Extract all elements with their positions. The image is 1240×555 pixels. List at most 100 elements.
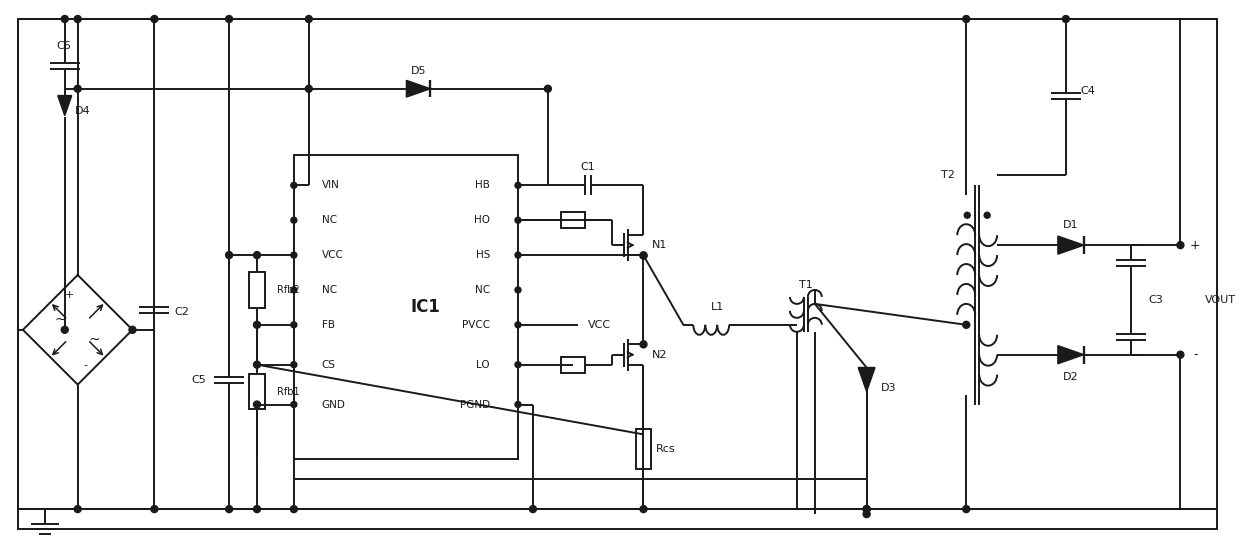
Circle shape bbox=[253, 361, 260, 368]
Circle shape bbox=[1177, 241, 1184, 249]
Bar bbox=[560, 212, 585, 228]
Bar bbox=[249, 272, 265, 308]
Text: ~: ~ bbox=[55, 313, 67, 327]
Polygon shape bbox=[1058, 346, 1084, 364]
Circle shape bbox=[253, 506, 260, 513]
Circle shape bbox=[291, 362, 296, 367]
Text: PGND: PGND bbox=[460, 400, 490, 410]
Circle shape bbox=[291, 287, 296, 293]
Text: Rfb2: Rfb2 bbox=[277, 285, 300, 295]
Text: C6: C6 bbox=[56, 41, 71, 51]
Text: C5: C5 bbox=[192, 375, 207, 385]
Circle shape bbox=[640, 506, 647, 513]
Circle shape bbox=[129, 326, 136, 334]
Text: NC: NC bbox=[475, 285, 490, 295]
Text: D2: D2 bbox=[1063, 372, 1079, 382]
Circle shape bbox=[74, 16, 81, 23]
Circle shape bbox=[305, 85, 312, 92]
Circle shape bbox=[291, 252, 296, 258]
Circle shape bbox=[291, 183, 296, 188]
Text: VCC: VCC bbox=[588, 320, 611, 330]
Circle shape bbox=[61, 16, 68, 23]
Bar bbox=[294, 155, 518, 460]
Text: CS: CS bbox=[321, 360, 336, 370]
Circle shape bbox=[515, 322, 521, 328]
Text: D5: D5 bbox=[410, 66, 427, 76]
Text: C4: C4 bbox=[1080, 85, 1095, 95]
Circle shape bbox=[515, 217, 521, 223]
Circle shape bbox=[863, 506, 870, 513]
Text: +: + bbox=[1190, 239, 1200, 251]
Text: D4: D4 bbox=[74, 105, 91, 115]
Polygon shape bbox=[858, 367, 875, 392]
Text: VOUT: VOUT bbox=[1205, 295, 1236, 305]
Text: VCC: VCC bbox=[321, 250, 343, 260]
Circle shape bbox=[544, 85, 552, 92]
Text: NC: NC bbox=[321, 285, 337, 295]
Text: ~: ~ bbox=[89, 333, 100, 347]
Circle shape bbox=[291, 217, 296, 223]
Text: T2: T2 bbox=[941, 170, 955, 180]
Circle shape bbox=[226, 251, 233, 259]
Text: IC1: IC1 bbox=[410, 298, 440, 316]
Text: N1: N1 bbox=[651, 240, 667, 250]
Circle shape bbox=[61, 326, 68, 334]
Circle shape bbox=[253, 251, 260, 259]
Text: Rfb1: Rfb1 bbox=[277, 386, 300, 397]
Circle shape bbox=[253, 401, 260, 408]
Circle shape bbox=[640, 252, 647, 259]
Circle shape bbox=[985, 212, 991, 218]
Circle shape bbox=[74, 85, 81, 92]
Circle shape bbox=[291, 322, 296, 328]
Bar bbox=[636, 430, 651, 470]
Circle shape bbox=[253, 321, 260, 329]
Text: L1: L1 bbox=[711, 302, 724, 312]
Circle shape bbox=[291, 401, 296, 407]
Text: GND: GND bbox=[321, 400, 346, 410]
Circle shape bbox=[226, 506, 233, 513]
Circle shape bbox=[515, 401, 521, 407]
Circle shape bbox=[305, 16, 312, 23]
Circle shape bbox=[529, 506, 537, 513]
Text: HB: HB bbox=[475, 180, 490, 190]
Text: -: - bbox=[83, 360, 88, 370]
Text: C2: C2 bbox=[175, 307, 190, 317]
Circle shape bbox=[515, 183, 521, 188]
Text: PVCC: PVCC bbox=[463, 320, 490, 330]
Circle shape bbox=[226, 16, 233, 23]
Text: HO: HO bbox=[474, 215, 490, 225]
Circle shape bbox=[965, 212, 970, 218]
Text: NC: NC bbox=[321, 215, 337, 225]
Text: HS: HS bbox=[476, 250, 490, 260]
Circle shape bbox=[74, 506, 81, 513]
Polygon shape bbox=[407, 80, 430, 97]
Circle shape bbox=[290, 506, 298, 513]
Circle shape bbox=[1177, 351, 1184, 358]
Circle shape bbox=[640, 252, 647, 259]
Text: Rcs: Rcs bbox=[656, 445, 676, 455]
Circle shape bbox=[863, 506, 870, 513]
Circle shape bbox=[863, 511, 870, 518]
Circle shape bbox=[1063, 16, 1069, 23]
Circle shape bbox=[640, 341, 647, 348]
Text: N2: N2 bbox=[651, 350, 667, 360]
Circle shape bbox=[151, 506, 157, 513]
Text: C3: C3 bbox=[1148, 295, 1163, 305]
Text: D3: D3 bbox=[880, 382, 897, 392]
Text: C1: C1 bbox=[580, 163, 595, 173]
Circle shape bbox=[515, 362, 521, 367]
Circle shape bbox=[515, 287, 521, 293]
Bar bbox=[249, 374, 265, 410]
Text: -: - bbox=[1193, 348, 1198, 361]
Polygon shape bbox=[1058, 236, 1084, 254]
Text: D1: D1 bbox=[1063, 220, 1079, 230]
Circle shape bbox=[962, 321, 970, 329]
Text: FB: FB bbox=[321, 320, 335, 330]
Circle shape bbox=[962, 16, 970, 23]
Circle shape bbox=[962, 506, 970, 513]
Bar bbox=[560, 357, 585, 372]
Circle shape bbox=[151, 16, 157, 23]
Text: LO: LO bbox=[476, 360, 490, 370]
Circle shape bbox=[515, 252, 521, 258]
Text: T1: T1 bbox=[799, 280, 812, 290]
